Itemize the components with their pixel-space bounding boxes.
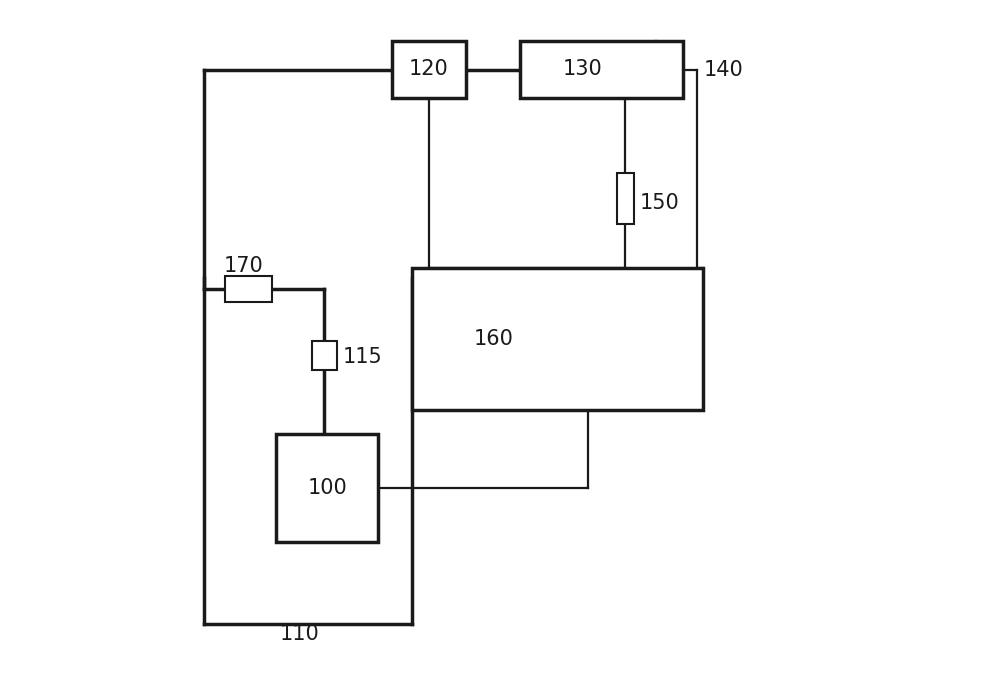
Text: 170: 170: [223, 256, 263, 277]
Text: 160: 160: [474, 329, 513, 349]
Bar: [276, 434, 378, 542]
Bar: [520, 41, 683, 98]
Text: 115: 115: [343, 346, 382, 367]
Text: 150: 150: [640, 193, 679, 214]
Text: 120: 120: [409, 60, 449, 79]
Text: 140: 140: [703, 60, 743, 80]
Bar: [225, 276, 272, 302]
Bar: [412, 268, 703, 410]
Text: 100: 100: [307, 478, 347, 498]
Text: 130: 130: [562, 60, 602, 79]
Bar: [312, 341, 337, 370]
Bar: [392, 41, 466, 98]
Bar: [617, 173, 634, 224]
Text: 110: 110: [280, 624, 319, 644]
